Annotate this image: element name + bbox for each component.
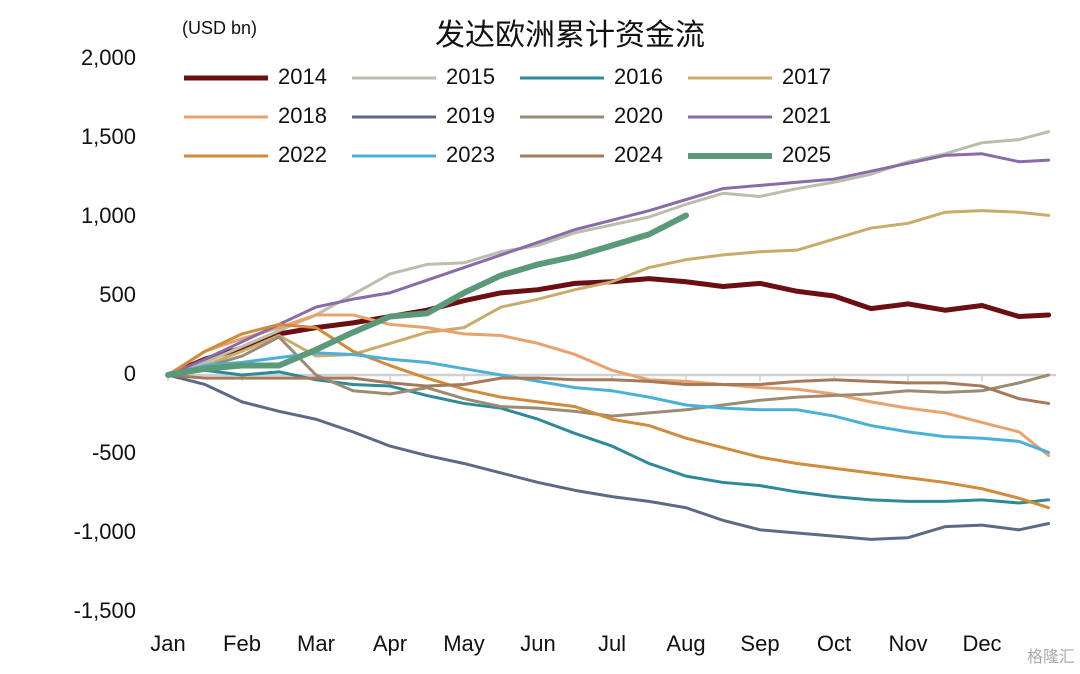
series-line xyxy=(166,130,1051,377)
legend-label: 2019 xyxy=(446,103,495,128)
x-tick-label: Jul xyxy=(598,631,626,656)
x-tick-label: Sep xyxy=(740,631,779,656)
x-tick-label: Mar xyxy=(297,631,335,656)
y-tick-label: -1,000 xyxy=(74,519,136,544)
watermark: 格隆汇 xyxy=(1027,648,1075,666)
series-line xyxy=(166,152,1051,377)
legend-label: 2017 xyxy=(782,64,831,89)
x-tick-label: Feb xyxy=(223,631,261,656)
series-line xyxy=(165,212,689,378)
series-line xyxy=(166,368,1051,505)
chart-title: 发达欧洲累计资金流 xyxy=(435,19,705,52)
x-tick-label: Jan xyxy=(150,631,185,656)
y-tick-label: -1,500 xyxy=(74,598,136,623)
legend-label: 2018 xyxy=(278,103,327,128)
y-tick-label: 1,000 xyxy=(81,203,136,228)
legend-label: 2021 xyxy=(782,103,831,128)
series-line xyxy=(166,209,1051,377)
legend-label: 2020 xyxy=(614,103,663,128)
x-tick-label: Aug xyxy=(666,631,705,656)
x-tick-label: May xyxy=(443,631,485,656)
legend-label: 2024 xyxy=(614,142,663,167)
legend-label: 2016 xyxy=(614,64,663,89)
series-line xyxy=(166,313,1051,458)
y-tick-label: 0 xyxy=(124,361,136,386)
x-tick-label: Jun xyxy=(520,631,555,656)
series-line xyxy=(166,322,1051,510)
x-tick-label: Oct xyxy=(817,631,851,656)
series-line xyxy=(166,335,1051,418)
y-tick-label: -500 xyxy=(92,440,136,465)
legend-label: 2015 xyxy=(446,64,495,89)
unit-label: (USD bn) xyxy=(182,18,257,38)
x-tick-label: Dec xyxy=(962,631,1001,656)
x-tick-label: Nov xyxy=(888,631,927,656)
legend-label: 2014 xyxy=(278,64,327,89)
y-tick-label: 2,000 xyxy=(81,45,136,70)
y-tick-label: 1,500 xyxy=(81,124,136,149)
y-tick-label: 500 xyxy=(99,282,136,307)
series-line xyxy=(166,373,1051,541)
legend-label: 2023 xyxy=(446,142,495,167)
legend-label: 2025 xyxy=(782,142,831,167)
series-line xyxy=(166,373,1051,405)
legend-label: 2022 xyxy=(278,142,327,167)
x-tick-label: Apr xyxy=(373,631,407,656)
